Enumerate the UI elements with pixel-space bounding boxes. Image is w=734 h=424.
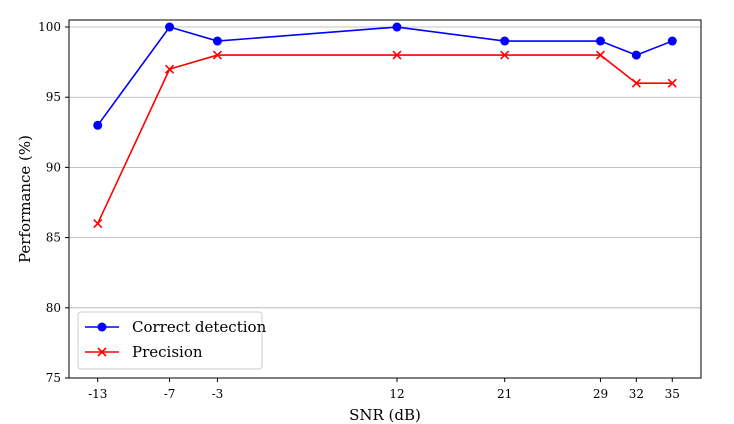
y-tick-label: 85	[46, 231, 61, 245]
x-tick-label: 29	[593, 387, 608, 401]
x-tick-label: 12	[389, 387, 404, 401]
x-axis-title: SNR (dB)	[349, 406, 421, 424]
precision-point	[212, 50, 222, 60]
x-tick-label: 35	[665, 387, 680, 401]
correct-detection-point	[667, 36, 677, 46]
legend-precision-label: Precision	[132, 343, 203, 361]
correct-detection-point	[500, 36, 510, 46]
y-tick-label: 100	[38, 20, 61, 34]
precision-point	[93, 219, 103, 229]
correct-detection-series	[93, 22, 677, 130]
legend-box	[77, 311, 263, 370]
correct-detection-point	[631, 50, 641, 60]
x-tick-label: -7	[164, 387, 176, 401]
legend-precision-point	[97, 347, 107, 357]
correct-detection-point	[212, 36, 222, 46]
y-tick-label: 95	[46, 90, 61, 104]
plot-frame	[68, 19, 702, 379]
correct-detection-line	[97, 26, 673, 126]
precision-point	[667, 78, 677, 88]
x-tick-label: 21	[497, 387, 512, 401]
legend-correct-detection-label: Correct detection	[132, 318, 267, 336]
precision-series	[93, 50, 677, 229]
precision-point	[500, 50, 510, 60]
correct-detection-point	[93, 120, 103, 130]
y-tick-label: 80	[46, 301, 61, 315]
correct-detection-point	[165, 22, 175, 32]
precision-point	[392, 50, 402, 60]
x-axis: -13 -7 -3 12 21 29 32 35	[88, 378, 680, 401]
precision-point	[164, 64, 175, 74]
x-tick-label: 32	[629, 387, 644, 401]
correct-detection-point	[595, 36, 605, 46]
x-tick-label: -3	[212, 387, 224, 401]
series-layer	[93, 22, 677, 229]
correct-detection-point	[392, 22, 402, 32]
legend-correct-detection-point	[97, 322, 107, 332]
legend: Correct detection Precision	[77, 311, 267, 370]
precision-line	[97, 54, 673, 224]
y-axis: 75 80 85 90 95 100	[38, 20, 69, 385]
precision-point	[631, 78, 641, 88]
y-tick-label: 75	[46, 371, 61, 385]
y-tick-label: 90	[46, 160, 61, 174]
y-axis-title: Performance (%)	[16, 135, 34, 263]
x-tick-label: -13	[88, 387, 107, 401]
precision-point	[595, 50, 606, 60]
